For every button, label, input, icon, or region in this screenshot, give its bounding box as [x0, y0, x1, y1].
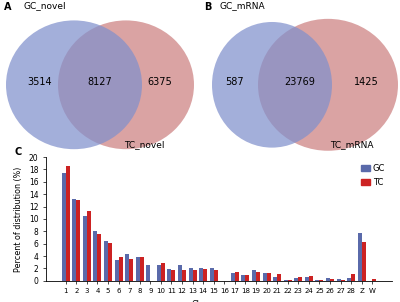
- Bar: [214, 270, 218, 281]
- Bar: [146, 265, 150, 281]
- Bar: [87, 211, 91, 281]
- Bar: [172, 270, 176, 281]
- Bar: [256, 272, 260, 281]
- Bar: [114, 260, 118, 281]
- Text: 8127: 8127: [88, 77, 112, 87]
- Text: 1425: 1425: [354, 77, 378, 87]
- Bar: [347, 278, 351, 281]
- Bar: [266, 273, 270, 281]
- Text: C: C: [15, 147, 22, 157]
- Bar: [129, 259, 133, 281]
- Bar: [108, 243, 112, 281]
- Bar: [242, 275, 246, 281]
- Ellipse shape: [6, 21, 142, 149]
- Bar: [309, 276, 313, 281]
- Bar: [72, 198, 76, 281]
- Bar: [182, 270, 186, 281]
- Ellipse shape: [212, 22, 332, 148]
- Bar: [340, 280, 344, 281]
- Bar: [98, 234, 102, 281]
- Bar: [231, 273, 235, 281]
- Ellipse shape: [258, 19, 398, 151]
- Bar: [178, 265, 182, 281]
- Bar: [203, 269, 207, 281]
- Bar: [188, 268, 192, 281]
- Legend: GC, TC: GC, TC: [359, 161, 388, 189]
- Text: 6375: 6375: [148, 77, 172, 87]
- Text: B: B: [204, 2, 211, 11]
- Bar: [168, 269, 172, 281]
- Text: GC_mRNA: GC_mRNA: [220, 2, 266, 11]
- Text: GC_novel: GC_novel: [24, 2, 67, 11]
- Bar: [140, 257, 144, 281]
- Bar: [192, 270, 196, 281]
- Bar: [294, 278, 298, 281]
- Bar: [284, 280, 288, 281]
- Bar: [298, 277, 302, 281]
- Bar: [336, 279, 340, 281]
- Bar: [66, 166, 70, 281]
- Text: 3514: 3514: [28, 77, 52, 87]
- Bar: [330, 279, 334, 281]
- Bar: [157, 265, 161, 281]
- Bar: [372, 279, 376, 281]
- Bar: [62, 172, 66, 281]
- Bar: [118, 257, 123, 281]
- Text: TC_novel: TC_novel: [124, 140, 164, 149]
- Bar: [246, 275, 250, 281]
- Bar: [83, 216, 87, 281]
- Bar: [125, 254, 129, 281]
- Bar: [351, 274, 355, 281]
- Bar: [136, 257, 140, 281]
- Bar: [326, 278, 330, 281]
- Bar: [277, 274, 281, 281]
- Bar: [104, 241, 108, 281]
- Bar: [305, 277, 309, 281]
- Bar: [210, 268, 214, 281]
- Bar: [358, 233, 362, 281]
- Bar: [94, 231, 98, 281]
- Bar: [315, 280, 320, 281]
- Bar: [161, 263, 165, 281]
- Text: A: A: [4, 2, 12, 11]
- Bar: [273, 277, 277, 281]
- Text: 587: 587: [225, 77, 243, 87]
- Text: 23769: 23769: [284, 77, 316, 87]
- Bar: [199, 268, 203, 281]
- Bar: [262, 273, 266, 281]
- X-axis label: Chromosome: Chromosome: [192, 300, 246, 302]
- Bar: [235, 272, 239, 281]
- Ellipse shape: [58, 21, 194, 149]
- Bar: [362, 243, 366, 281]
- Bar: [252, 270, 256, 281]
- Y-axis label: Percent of distribution (%): Percent of distribution (%): [14, 166, 23, 271]
- Bar: [288, 280, 292, 281]
- Bar: [320, 280, 324, 281]
- Text: TC_mRNA: TC_mRNA: [330, 140, 374, 149]
- Bar: [76, 201, 80, 281]
